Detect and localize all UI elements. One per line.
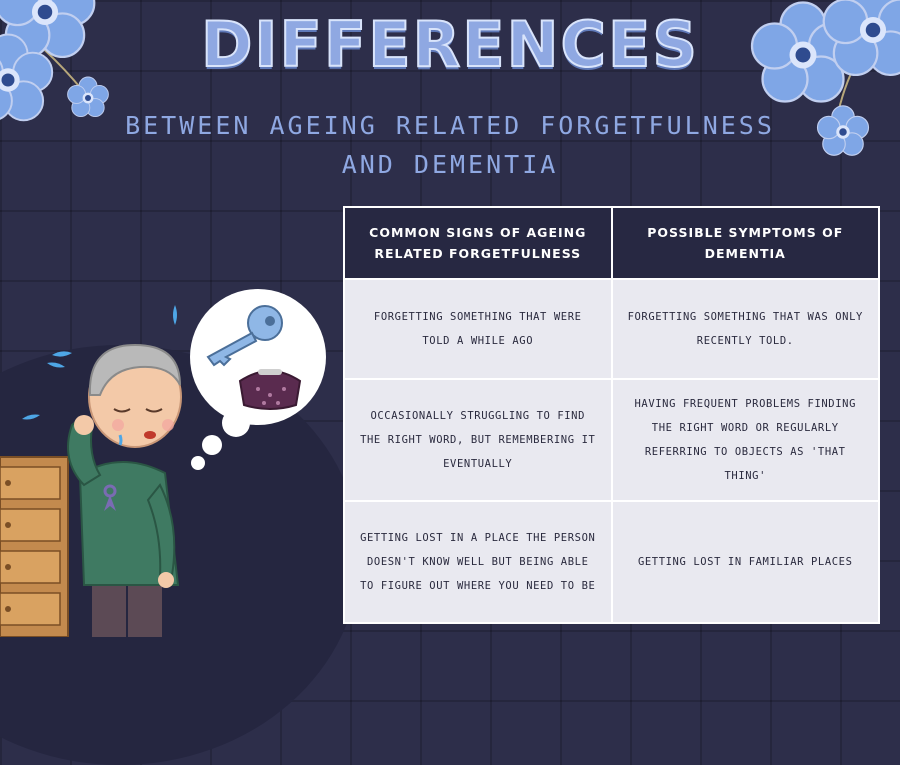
- table-row: FORGETTING SOMETHING THAT WERE TOLD A WH…: [343, 278, 880, 380]
- column-header-dementia: POSSIBLE SYMPTOMS OF DEMENTIA: [610, 206, 880, 280]
- page-title: DIFFERENCES: [200, 8, 700, 81]
- table-row: OCCASIONALLY STRUGGLING TO FIND THE RIGH…: [343, 378, 880, 502]
- table-cell: GETTING LOST IN FAMILIAR PLACES: [610, 500, 880, 624]
- subtitle-line-2: AND DEMENTIA: [341, 150, 559, 179]
- table-header-row: COMMON SIGNS OF AGEING RELATED FORGETFUL…: [343, 206, 880, 280]
- purse-icon: [238, 369, 302, 410]
- flower-cluster-top-right: [750, 0, 900, 156]
- comparison-table: COMMON SIGNS OF AGEING RELATED FORGETFUL…: [343, 206, 880, 624]
- table-cell: GETTING LOST IN A PLACE THE PERSON DOESN…: [343, 500, 613, 624]
- table-cell: HAVING FREQUENT PROBLEMS FINDING THE RIG…: [610, 378, 880, 502]
- table-row: GETTING LOST IN A PLACE THE PERSON DOESN…: [343, 500, 880, 624]
- column-header-ageing: COMMON SIGNS OF AGEING RELATED FORGETFUL…: [343, 206, 613, 280]
- drawer-cabinet: [0, 456, 69, 637]
- table-cell: FORGETTING SOMETHING THAT WERE TOLD A WH…: [343, 278, 613, 380]
- subtitle-line-1: BETWEEN AGEING RELATED FORGETFULNESS: [125, 111, 775, 140]
- flower-cluster-top-left: [0, 0, 109, 122]
- table-cell: OCCASIONALLY STRUGGLING TO FIND THE RIGH…: [343, 378, 613, 502]
- table-cell: FORGETTING SOMETHING THAT WAS ONLY RECEN…: [610, 278, 880, 380]
- key-icon: [206, 305, 283, 367]
- forgetful-elderly-man-illustration: [0, 289, 326, 637]
